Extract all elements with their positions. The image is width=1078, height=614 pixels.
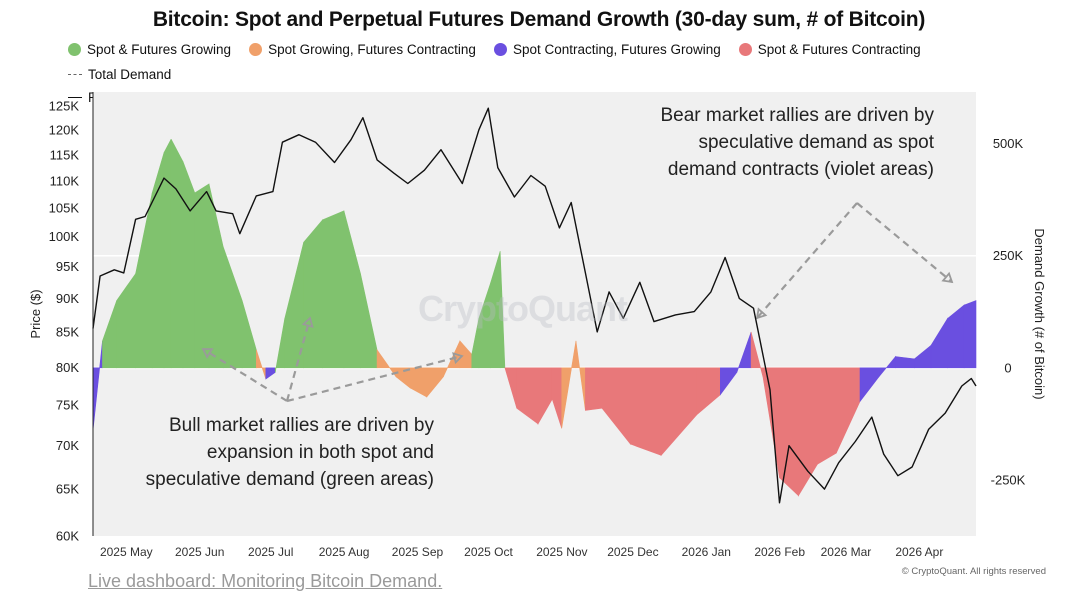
annotation-arrowhead [941,271,954,284]
annotation-arrow-line [285,317,312,402]
legend-label: Total Demand [88,67,172,82]
y-left-tick-label: 95K [56,259,79,274]
y-left-tick-label: 65K [56,482,79,497]
legend-marker [68,97,82,98]
y-left-tick-label: 105K [49,201,80,216]
annotation-arrow-line [202,348,288,402]
legend-marker [249,43,263,56]
legend-marker [68,43,81,56]
legend-label: Spot & Futures Contracting [757,42,921,57]
y-right-tick-label: 500K [993,136,1024,151]
annotation-arrowhead [452,352,464,365]
y-left-tick-label: 80K [56,360,79,375]
x-tick-label: 2026 Apr [895,545,943,559]
x-tick-label: 2025 Nov [536,545,587,559]
x-tick-label: 2025 Jul [248,545,293,559]
annotation-arrowhead [755,307,768,320]
annotation-arrowhead [301,316,314,328]
bear-annotation-line-3: demand contracts (violet areas) [667,159,934,180]
x-tick-label: 2026 Feb [754,545,805,559]
annotation-arrow-line [756,202,858,319]
demand-area-segment [895,356,915,369]
x-tick-label: 2025 May [100,545,153,559]
bear-annotation-line-2: speculative demand as spot [698,132,934,153]
watermark: CryptoQuant [418,288,628,329]
y-left-tick-label: 110K [50,173,80,188]
legend-item-2: Spot Growing, Futures Contracting [249,40,476,59]
y-right-tick-label: 250K [993,248,1024,263]
legend-marker [738,43,752,56]
legend-label: Spot & Futures Growing [87,42,232,57]
legend-item-3: Spot Contracting, Futures Growing [493,40,721,59]
bull-annotation-line-3: speculative demand (green areas) [145,469,434,490]
copyright-notice: © CryptoQuant. All rights reserved [901,566,1046,577]
legend-label: Spot Growing, Futures Contracting [268,42,476,57]
y-left-tick-label: 60K [56,529,79,544]
x-tick-label: 2025 Aug [319,545,370,559]
demand-area-segment [170,138,184,369]
bull-annotation-line-1: Bull market rallies are driven by [168,415,434,436]
legend-item-5: Total Demand [68,65,171,84]
y-left-tick-label: 90K [56,291,79,306]
annotation-arrowhead [201,348,214,359]
legend-marker [493,43,507,56]
x-tick-label: 2026 Mar [821,545,872,559]
demand-area-segment [194,183,210,369]
x-tick-label: 2026 Jan [682,545,731,559]
legend-item-1: Spot & Futures Growing [68,40,231,59]
y-left-tick-label: 115K [50,147,80,162]
demand-area-segment [322,210,345,369]
y-left-tick-label: 85K [56,324,79,339]
x-tick-label: 2025 Jun [175,545,224,559]
y-right-tick-label: -250K [991,472,1026,487]
bear-annotation: Bear market rallies are driven by specul… [600,102,935,183]
x-tick-label: 2025 Dec [607,545,658,559]
bull-annotation-line-2: expansion in both spot and [206,442,434,463]
live-dashboard-link[interactable]: Live dashboard: Monitoring Bitcoin Deman… [88,571,443,591]
y-left-tick-label: 125K [49,98,80,113]
legend-label: Spot Contracting, Futures Growing [512,42,721,57]
y-left-tick-label: 75K [56,398,79,413]
bull-annotation: Bull market rallies are driven by expans… [100,412,434,493]
y-right-tick-label: 0 [1004,360,1011,375]
demand-area-segment [303,218,323,369]
demand-area-segment [817,367,837,465]
price-line [92,107,977,504]
y-left-tick-label: 70K [56,438,79,453]
y-left-label: Price ($) [28,289,43,338]
demand-area-segment [963,300,977,369]
x-tick-label: 2025 Oct [464,545,513,559]
x-tick-label: 2025 Sep [392,545,444,559]
demand-area-segment [163,138,172,369]
y-left-tick-label: 120K [49,122,80,137]
legend-marker [68,74,82,75]
chart-title: Bitcoin: Spot and Perpetual Futures Dema… [152,8,926,31]
y-right-label: Demand Growth (# of Bitcoin) [1032,228,1047,399]
demand-area-segment [499,251,506,369]
demand-area-segment [630,367,662,456]
demand-area-segment [585,367,603,411]
y-left-tick-label: 100K [49,229,80,244]
legend-item-4: Spot & Futures Contracting [738,40,921,59]
annotation-arrow-line [856,202,953,283]
bear-annotation-line-1: Bear market rallies are driven by [660,105,935,126]
demand-area-segment [182,161,196,369]
annotation-arrow-line [286,354,463,403]
demand-area-segment [779,367,799,497]
